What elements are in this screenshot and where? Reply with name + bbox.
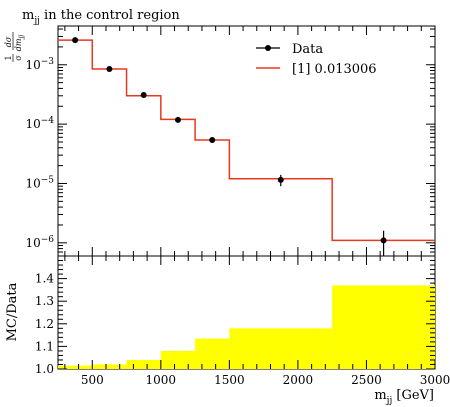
- x-tick-label: 2000: [283, 373, 314, 387]
- ratio-band-bin: [160, 350, 196, 369]
- data-point: [209, 137, 216, 144]
- x-tick-label: 2500: [351, 373, 382, 387]
- legend-data-label: Data: [292, 42, 323, 57]
- ratio-band-bin: [332, 285, 435, 369]
- main-plot-frame: [57, 25, 436, 257]
- mc-histogram: [58, 39, 435, 242]
- data-points: [72, 37, 387, 256]
- ratio-band-bin: [58, 365, 93, 369]
- x-tick-label: 500: [81, 373, 104, 387]
- main-y-tick-label: 10−6: [25, 235, 54, 250]
- ylabel-dsig-top: dσ: [4, 36, 13, 47]
- legend: Data [1] 0.013006: [256, 42, 377, 77]
- data-point: [140, 91, 147, 98]
- main-ylabel: 1 σ dσ dmjj: [4, 32, 25, 62]
- ratio-x-ticks: 500 1000 1500 2000 2500 3000: [64, 256, 450, 387]
- main-y-ticks: 10−3 10−4 10−5 10−6: [25, 28, 435, 257]
- x-tick-label: 1000: [146, 373, 177, 387]
- ratio-y-tick-label: 1.2: [35, 317, 54, 331]
- x-tick-label: 1500: [214, 373, 245, 387]
- ratio-band-bin: [229, 328, 333, 369]
- ratio-y-tick-label: 1.4: [35, 272, 54, 286]
- data-point: [174, 116, 181, 123]
- main-y-tick-label: 10−4: [25, 116, 54, 131]
- ratio-y-ticks: 1.0 1.1 1.2 1.3 1.4: [35, 260, 435, 376]
- ratio-band-bin: [92, 364, 127, 369]
- xlabel: mjj [GeV]: [374, 388, 434, 406]
- ratio-band-bin: [195, 338, 230, 369]
- data-point: [106, 65, 113, 72]
- legend-mc-label: [1] 0.013006: [292, 62, 377, 77]
- data-point: [380, 237, 387, 244]
- x-tick-label: 3000: [420, 373, 450, 387]
- ylabel-dsig-bottom: dmjj: [14, 35, 25, 52]
- ratio-y-tick-label: 1.1: [35, 339, 54, 353]
- mc-histogram-line: [58, 39, 435, 242]
- chart-title: mjj in the control region: [22, 8, 180, 26]
- legend-data-marker: [265, 45, 271, 51]
- ratio-band: [58, 285, 435, 369]
- ratio-y-tick-label: 1.0: [35, 362, 54, 376]
- ylabel-frac-top: 1: [4, 55, 13, 60]
- ratio-ylabel: MC/Data: [5, 282, 20, 341]
- data-point: [72, 37, 79, 44]
- ratio-band-bin: [126, 359, 161, 369]
- main-y-tick-label: 10−3: [25, 57, 54, 72]
- ylabel-frac-bottom: σ: [14, 55, 23, 61]
- main-y-tick-label: 10−5: [25, 175, 54, 190]
- data-point: [277, 176, 284, 183]
- main-x-ticks: [64, 26, 436, 256]
- ratio-y-tick-label: 1.3: [35, 294, 54, 308]
